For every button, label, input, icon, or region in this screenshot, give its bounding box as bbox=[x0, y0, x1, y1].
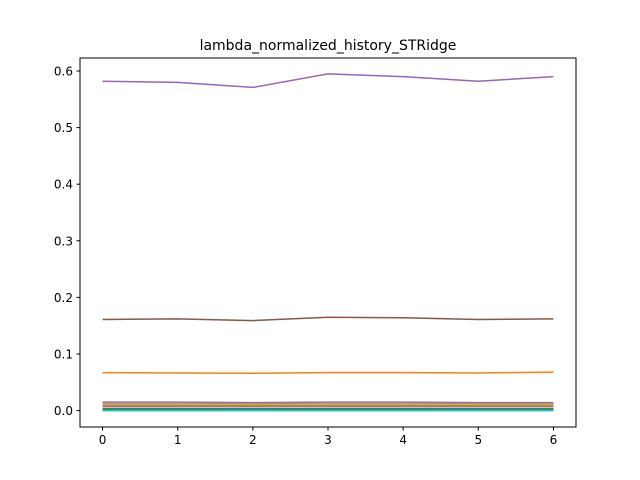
series-line-7 bbox=[102, 401, 554, 404]
x-axis: 0 1 2 3 4 5 6 bbox=[99, 427, 558, 447]
series-line-1 bbox=[102, 371, 554, 374]
series-layer bbox=[102, 73, 554, 412]
x-tick-label: 6 bbox=[550, 433, 558, 447]
y-tick-label: 0.1 bbox=[54, 347, 73, 361]
x-tick-label: 4 bbox=[399, 433, 407, 447]
x-tick-label: 0 bbox=[99, 433, 107, 447]
y-tick-label: 0.2 bbox=[54, 291, 73, 305]
y-tick-label: 0.3 bbox=[54, 234, 73, 248]
chart-title: lambda_normalized_history_STRidge bbox=[200, 38, 457, 54]
y-tick-label: 0.5 bbox=[54, 121, 73, 135]
y-tick-label: 0.6 bbox=[54, 65, 73, 79]
y-tick-label: 0.4 bbox=[54, 178, 73, 192]
x-tick-label: 2 bbox=[249, 433, 257, 447]
x-tick-label: 3 bbox=[324, 433, 332, 447]
series-line-5 bbox=[102, 316, 554, 322]
x-tick-label: 1 bbox=[174, 433, 182, 447]
x-tick-label: 5 bbox=[474, 433, 482, 447]
y-tick-label: 0.0 bbox=[54, 404, 73, 418]
series-line-4 bbox=[102, 73, 554, 89]
y-axis: 0.0 0.1 0.2 0.3 0.4 0.5 0.6 bbox=[54, 65, 80, 418]
